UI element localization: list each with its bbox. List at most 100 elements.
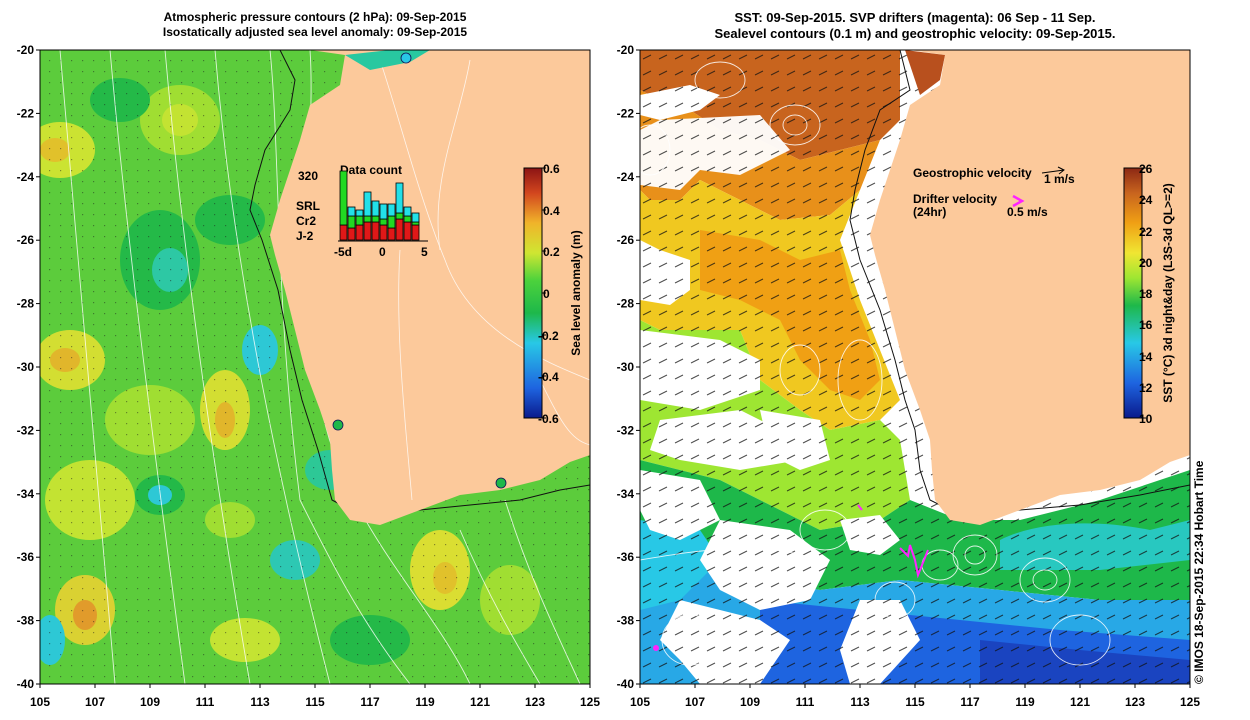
lat-tick-label: -38 — [617, 614, 635, 628]
drifter-velocity-scale: 0.5 m/s — [1007, 205, 1048, 219]
sla-tick: 0 — [543, 287, 550, 301]
sealevel-contours — [640, 61, 1111, 666]
lon-tick-label: 121 — [470, 695, 490, 709]
tide-gauge-marker — [400, 52, 412, 64]
shelf-contour-right — [849, 50, 1190, 516]
lat-tick-label: -20 — [17, 43, 35, 57]
australia-land-left — [270, 50, 590, 525]
sla-colorbar: 0.6 0.4 0.2 0 -0.2 -0.4 -0.6 Sea level a… — [523, 162, 583, 426]
lon-tick-label: 113 — [850, 695, 870, 709]
data-count-bar-srl — [347, 206, 356, 217]
lat-tick-label: -34 — [617, 487, 635, 501]
geo-velocity-label: Geostrophic velocity — [913, 166, 1032, 180]
velocity-legend: Geostrophic velocity 1 m/s Drifter veloc… — [913, 166, 1075, 219]
data-count-max: 320 — [298, 169, 318, 183]
lon-tick-label: 121 — [1070, 695, 1090, 709]
tide-gauge-marker — [332, 419, 344, 431]
lat-tick-label: -20 — [617, 43, 635, 57]
lat-tick-label: -32 — [617, 423, 635, 437]
lon-tick-label: 111 — [196, 695, 215, 709]
lat-tick-label: -34 — [17, 487, 35, 501]
data-count-bar-srl — [395, 182, 404, 214]
data-count-bar-srl — [363, 191, 372, 217]
lat-tick-label: -30 — [617, 360, 635, 374]
lat-tick-label: -30 — [17, 360, 35, 374]
lat-tick-label: -40 — [617, 677, 635, 691]
sst-tick: 24 — [1139, 193, 1153, 207]
data-count-bar-srl — [371, 200, 380, 217]
lon-tick-label: 117 — [360, 695, 380, 709]
tide-gauge-marker — [495, 477, 507, 489]
sst-tick: 20 — [1139, 256, 1153, 270]
sst-map — [640, 50, 1190, 684]
sst-colorbar-ticks — [1142, 167, 1146, 419]
data-count-bar-cr2 — [387, 215, 396, 229]
drifter-tracks — [653, 504, 929, 651]
data-count-xleft: -5d — [334, 245, 352, 259]
lon-tick-label: 105 — [30, 695, 50, 709]
lon-tick-label: 125 — [580, 695, 600, 709]
lon-tick-label: 105 — [630, 695, 650, 709]
lon-tick-label: 107 — [85, 695, 105, 709]
data-count-bar-srl — [355, 209, 364, 217]
lat-tick-label: -22 — [617, 106, 635, 120]
legend-j2: J-2 — [296, 229, 314, 243]
sst-colorbar-label: SST (°C) 3d night&day (L3S-3d QL>=2) — [1161, 183, 1175, 403]
lat-tick-label: -36 — [17, 550, 35, 564]
lat-tick-label: -26 — [17, 233, 35, 247]
data-count-bar-srl — [387, 203, 396, 217]
data-count-bar-j2 — [379, 224, 388, 241]
lat-tick-label: -32 — [17, 423, 35, 437]
sla-colorbar-label: Sea level anomaly (m) — [569, 230, 583, 355]
data-count-bar-cr2 — [363, 215, 372, 223]
data-count-bar-cr2 — [379, 218, 388, 226]
data-count-xright: 5 — [421, 245, 428, 259]
lat-tick-label: -22 — [17, 106, 35, 120]
sst-tick: 14 — [1139, 350, 1153, 364]
data-count-bar-cr2 — [411, 221, 420, 226]
data-count-bar-cr2 — [403, 215, 412, 223]
lon-tick-label: 119 — [415, 695, 435, 709]
right-map-title: SST: 09-Sep-2015. SVP drifters (magenta)… — [640, 10, 1190, 42]
drifter-velocity-sub: (24hr) — [913, 205, 946, 219]
data-count-bar-srl — [403, 206, 412, 217]
data-count-bar-srl — [411, 212, 420, 223]
lat-tick-label: -28 — [617, 297, 635, 311]
lon-tick-label: 111 — [796, 695, 815, 709]
data-count-inset: Data count 320 -5d 0 5 SRL Cr2 J-2 — [296, 163, 428, 259]
right-title-line1: SST: 09-Sep-2015. SVP drifters (magenta)… — [734, 10, 1096, 25]
data-count-xmid: 0 — [379, 245, 386, 259]
left-title-line1: Atmospheric pressure contours (2 hPa): 0… — [163, 10, 467, 24]
lon-tick-label: 109 — [740, 695, 760, 709]
sla-tick: 0.6 — [543, 162, 560, 176]
data-count-bar-cr2 — [355, 215, 364, 226]
sla-map — [40, 50, 590, 684]
data-count-bar-j2 — [339, 224, 348, 241]
sla-tick: -0.2 — [538, 329, 559, 343]
sla-tick: 0.2 — [543, 245, 560, 259]
data-count-bar-j2 — [387, 227, 396, 241]
lon-tick-label: 123 — [1125, 695, 1145, 709]
right-title-line2: Sealevel contours (0.1 m) and geostrophi… — [714, 26, 1116, 41]
lon-tick-label: 125 — [1180, 695, 1200, 709]
sst-colorbar: 26 24 22 20 18 16 14 12 10 SST (°C) 3d n… — [1123, 162, 1175, 426]
data-count-bar-cr2 — [339, 170, 348, 226]
data-count-bar-srl — [379, 203, 388, 220]
lon-tick-label: 107 — [685, 695, 705, 709]
copyright-text: © IMOS 18-Sep-2015 22:34 Hobart Time — [1192, 460, 1206, 684]
data-count-bar-j2 — [363, 221, 372, 241]
lon-tick-label: 123 — [525, 695, 545, 709]
data-count-title: Data count — [340, 163, 402, 177]
lon-tick-label: 115 — [905, 695, 925, 709]
data-count-bar-cr2 — [347, 215, 356, 229]
lat-tick-label: -24 — [17, 170, 35, 184]
sst-tick: 10 — [1139, 412, 1153, 426]
sla-colorbar-ticks — [542, 167, 546, 419]
lat-tick-label: -36 — [617, 550, 635, 564]
shelf-contour-left — [249, 50, 590, 516]
data-count-bar-j2 — [403, 221, 412, 241]
sst-tick: 22 — [1139, 225, 1153, 239]
data-count-bar-j2 — [355, 224, 364, 241]
drifter-velocity-label: Drifter velocity — [913, 192, 997, 206]
